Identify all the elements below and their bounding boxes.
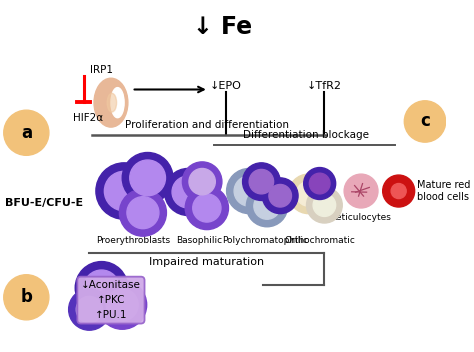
Text: Proliferation and differentiation: Proliferation and differentiation [125,120,289,130]
Text: Proerythroblasts: Proerythroblasts [96,236,171,245]
Circle shape [4,110,49,155]
Circle shape [119,189,166,236]
Text: Impaired maturation: Impaired maturation [149,257,264,267]
Circle shape [310,173,330,194]
Circle shape [307,187,342,223]
Circle shape [69,289,110,330]
Circle shape [246,186,288,227]
Text: b: b [20,288,32,306]
Circle shape [185,186,228,230]
Circle shape [84,270,119,306]
Text: a: a [21,124,32,142]
Text: BFU-E/CFU-E: BFU-E/CFU-E [5,198,83,208]
Text: ↓TfR2: ↓TfR2 [307,81,342,91]
Circle shape [130,160,165,196]
Text: c: c [420,113,430,131]
Ellipse shape [107,93,117,112]
Circle shape [234,176,264,206]
Text: Basophilic: Basophilic [176,236,222,245]
Circle shape [104,171,144,211]
Text: ↓EPO: ↓EPO [210,81,242,91]
Circle shape [96,163,152,219]
Text: Differentiation blockage: Differentiation blockage [243,130,369,140]
Text: Mature red
blood cells: Mature red blood cells [417,180,470,202]
Circle shape [243,163,280,200]
Circle shape [189,169,215,195]
Circle shape [227,169,272,214]
Circle shape [269,184,292,207]
Ellipse shape [94,78,128,127]
Text: ↓Aconitase
↑PKC
↑PU.1: ↓Aconitase ↑PKC ↑PU.1 [81,280,141,320]
Text: Reticulocytes: Reticulocytes [331,213,392,222]
Circle shape [127,197,159,229]
Circle shape [98,281,146,329]
Text: HIF2α: HIF2α [73,113,103,123]
Circle shape [344,174,378,208]
Text: Orthochromatic: Orthochromatic [284,236,355,245]
Text: Polychromatophilic: Polychromatophilic [222,236,308,245]
Circle shape [75,262,128,314]
Circle shape [172,176,204,208]
Ellipse shape [111,88,124,118]
Text: IRP1: IRP1 [90,65,113,75]
Circle shape [313,194,336,216]
Circle shape [4,275,49,320]
Circle shape [193,194,221,222]
Circle shape [296,182,320,206]
Circle shape [289,174,328,214]
Circle shape [304,168,336,200]
Circle shape [254,193,280,219]
Circle shape [182,162,222,201]
Circle shape [383,175,415,207]
Circle shape [106,289,138,321]
Circle shape [76,296,102,323]
Text: ↓ Fe: ↓ Fe [193,15,252,39]
Circle shape [391,183,406,199]
Circle shape [404,101,446,142]
Circle shape [249,169,273,194]
Circle shape [164,169,211,215]
Circle shape [122,152,173,203]
Circle shape [262,178,298,214]
